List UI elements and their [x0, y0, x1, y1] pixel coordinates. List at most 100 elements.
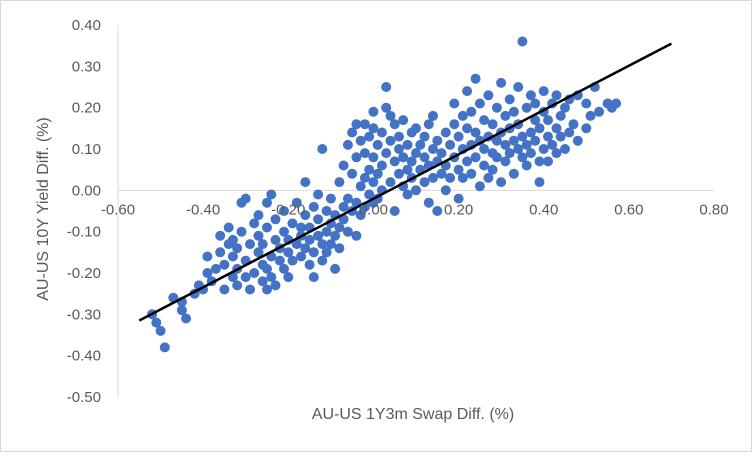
data-point: [419, 152, 430, 163]
data-point: [521, 102, 532, 113]
data-point: [419, 177, 430, 188]
data-point: [274, 255, 285, 266]
data-point: [398, 152, 409, 163]
data-point: [262, 222, 272, 233]
data-point: [449, 119, 460, 130]
data-point: [423, 119, 434, 130]
data-point: [389, 119, 400, 130]
data-point: [287, 218, 298, 229]
data-point: [176, 305, 187, 316]
data-point: [300, 210, 311, 221]
data-point: [308, 247, 319, 258]
data-point: [240, 193, 251, 204]
data-point: [508, 135, 519, 146]
data-point: [594, 106, 605, 117]
data-point: [296, 251, 307, 262]
data-point: [398, 115, 409, 126]
data-point: [500, 156, 511, 167]
data-point: [368, 152, 379, 163]
data-point: [219, 284, 230, 295]
data-point: [257, 239, 268, 250]
data-point: [513, 144, 524, 154]
data-point: [423, 197, 434, 208]
data-point: [330, 263, 341, 274]
data-point: [338, 201, 349, 212]
data-point: [504, 148, 515, 159]
data-point: [449, 98, 460, 109]
data-point: [525, 148, 536, 159]
data-point: [581, 123, 592, 134]
data-point: [317, 255, 328, 266]
data-point: [525, 127, 536, 138]
data-point: [428, 172, 438, 183]
data-point: [534, 123, 545, 134]
data-point: [308, 272, 319, 283]
data-point: [266, 189, 277, 200]
data-point: [338, 160, 349, 171]
data-point: [321, 247, 332, 258]
data-point: [279, 226, 289, 237]
data-point: [436, 168, 447, 179]
data-point: [279, 206, 289, 216]
data-point: [525, 90, 536, 101]
data-point: [325, 193, 336, 204]
y-tick-label: -0.20: [67, 265, 101, 282]
data-point: [453, 131, 464, 142]
data-point: [245, 284, 255, 295]
data-point: [283, 247, 294, 258]
x-tick-label: 0.60: [614, 201, 643, 218]
data-point: [342, 139, 353, 150]
data-point: [389, 156, 400, 167]
x-tick-label: 0.00: [359, 201, 388, 218]
data-point: [325, 239, 336, 250]
data-point: [262, 263, 272, 274]
data-point: [376, 127, 387, 138]
data-point: [543, 156, 553, 167]
data-point: [432, 206, 443, 216]
data-point: [411, 185, 421, 196]
data-point: [215, 247, 226, 258]
data-point: [253, 210, 264, 221]
data-point: [479, 144, 490, 154]
data-point: [270, 214, 281, 225]
data-point: [555, 110, 566, 121]
data-point: [466, 168, 477, 179]
data-point: [368, 177, 379, 188]
data-point: [483, 172, 494, 183]
y-tick-label: -0.40: [67, 348, 101, 365]
data-point: [428, 144, 438, 154]
data-point: [287, 255, 298, 266]
data-point: [568, 119, 579, 130]
data-point: [227, 272, 238, 283]
data-point: [436, 148, 447, 159]
data-point: [462, 123, 473, 134]
data-point: [474, 181, 485, 192]
data-point: [351, 230, 362, 241]
data-point: [372, 168, 383, 179]
data-point: [555, 131, 566, 142]
data-point: [385, 135, 396, 146]
data-point: [236, 226, 247, 237]
y-tick-label: 0.10: [72, 141, 101, 158]
data-point: [470, 152, 481, 163]
data-point: [483, 90, 494, 101]
data-point: [364, 189, 375, 200]
data-points: [147, 36, 622, 353]
data-point: [291, 239, 302, 250]
data-point: [572, 135, 583, 146]
data-point: [411, 123, 421, 134]
data-point: [479, 115, 490, 126]
data-point: [547, 139, 558, 150]
data-point: [359, 172, 370, 183]
data-point: [321, 206, 332, 216]
data-point: [428, 110, 438, 121]
data-point: [496, 77, 507, 88]
data-point: [355, 210, 366, 221]
data-point: [496, 177, 507, 188]
data-point: [321, 226, 332, 237]
data-point: [253, 247, 264, 258]
data-point: [240, 272, 251, 283]
data-point: [521, 160, 532, 171]
data-point: [466, 106, 477, 117]
